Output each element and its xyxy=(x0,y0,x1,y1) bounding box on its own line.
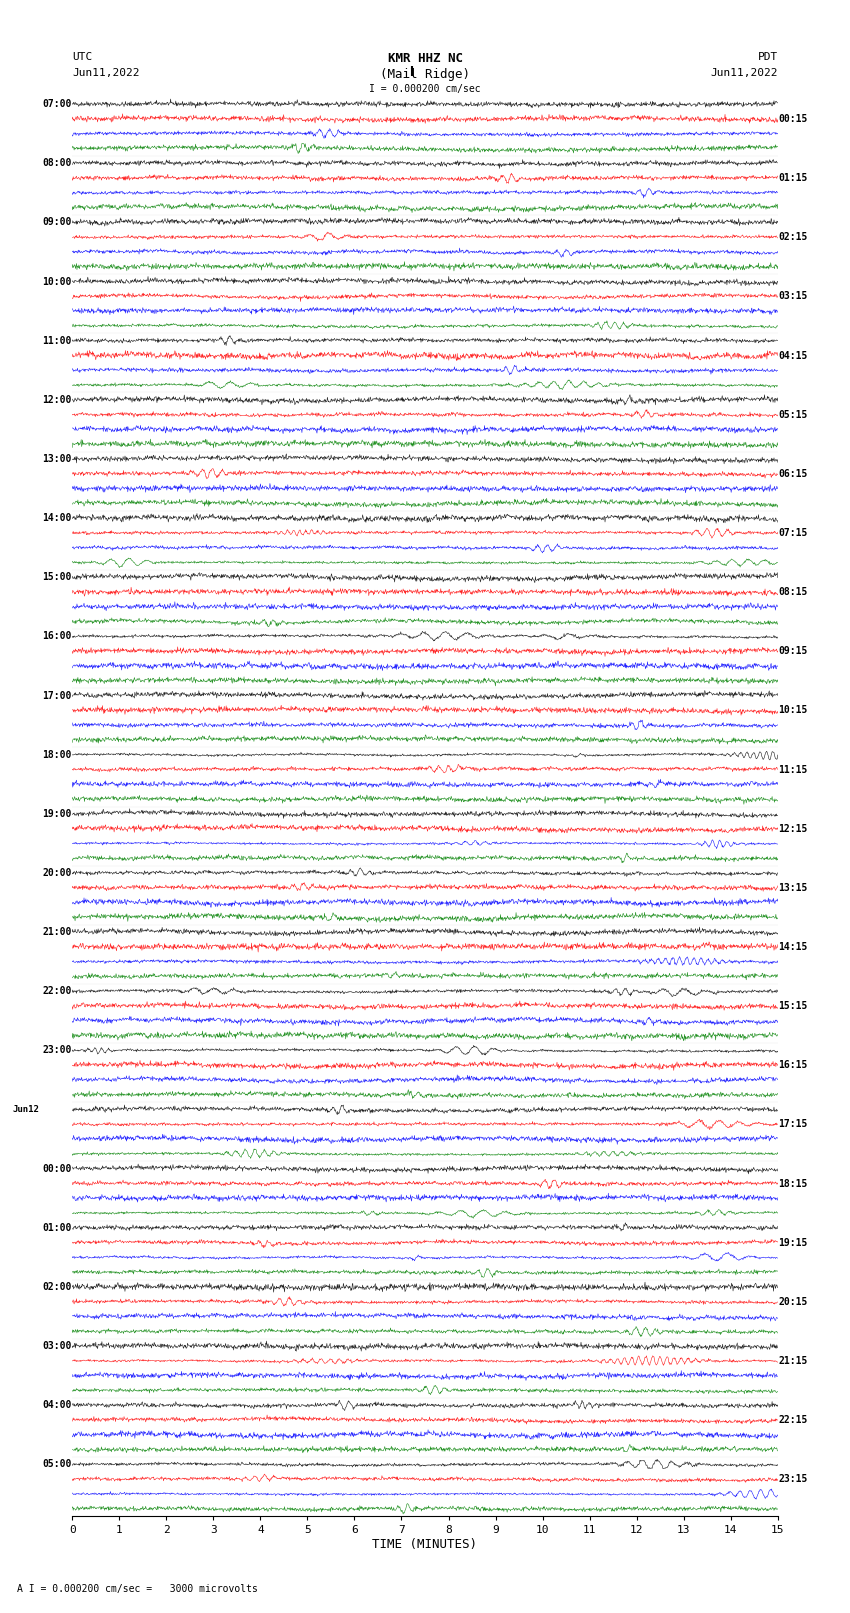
Text: 19:00: 19:00 xyxy=(42,808,71,819)
Text: 05:15: 05:15 xyxy=(779,410,808,419)
Text: 16:15: 16:15 xyxy=(779,1060,808,1071)
Text: UTC: UTC xyxy=(72,52,93,61)
Text: (Mail Ridge): (Mail Ridge) xyxy=(380,68,470,81)
Text: 10:00: 10:00 xyxy=(42,276,71,287)
Text: 22:00: 22:00 xyxy=(42,986,71,997)
Text: 04:00: 04:00 xyxy=(42,1400,71,1410)
Text: 18:15: 18:15 xyxy=(779,1179,808,1189)
X-axis label: TIME (MINUTES): TIME (MINUTES) xyxy=(372,1539,478,1552)
Text: 11:15: 11:15 xyxy=(779,765,808,774)
Text: 14:15: 14:15 xyxy=(779,942,808,952)
Text: 04:15: 04:15 xyxy=(779,350,808,361)
Text: 05:00: 05:00 xyxy=(42,1460,71,1469)
Text: 13:15: 13:15 xyxy=(779,882,808,894)
Text: 12:00: 12:00 xyxy=(42,395,71,405)
Text: 23:00: 23:00 xyxy=(42,1045,71,1055)
Text: 21:15: 21:15 xyxy=(779,1357,808,1366)
Text: 16:00: 16:00 xyxy=(42,631,71,642)
Text: 03:00: 03:00 xyxy=(42,1340,71,1352)
Text: 17:00: 17:00 xyxy=(42,690,71,700)
Text: 02:00: 02:00 xyxy=(42,1282,71,1292)
Text: A I = 0.000200 cm/sec =   3000 microvolts: A I = 0.000200 cm/sec = 3000 microvolts xyxy=(17,1584,258,1594)
Text: PDT: PDT xyxy=(757,52,778,61)
Text: 21:00: 21:00 xyxy=(42,927,71,937)
Text: 08:15: 08:15 xyxy=(779,587,808,597)
Text: 00:15: 00:15 xyxy=(779,115,808,124)
Text: 12:15: 12:15 xyxy=(779,824,808,834)
Text: 09:15: 09:15 xyxy=(779,647,808,656)
Text: Jun11,2022: Jun11,2022 xyxy=(72,68,139,77)
Text: 11:00: 11:00 xyxy=(42,336,71,345)
Text: 18:00: 18:00 xyxy=(42,750,71,760)
Text: Jun11,2022: Jun11,2022 xyxy=(711,68,778,77)
Text: 17:15: 17:15 xyxy=(779,1119,808,1129)
Text: Jun12: Jun12 xyxy=(12,1105,39,1115)
Text: 13:00: 13:00 xyxy=(42,453,71,465)
Text: KMR HHZ NC: KMR HHZ NC xyxy=(388,52,462,65)
Text: 22:15: 22:15 xyxy=(779,1415,808,1426)
Text: 20:00: 20:00 xyxy=(42,868,71,877)
Text: 06:15: 06:15 xyxy=(779,469,808,479)
Text: 15:00: 15:00 xyxy=(42,573,71,582)
Text: 02:15: 02:15 xyxy=(779,232,808,242)
Text: 23:15: 23:15 xyxy=(779,1474,808,1484)
Text: 07:00: 07:00 xyxy=(42,98,71,110)
Text: 01:00: 01:00 xyxy=(42,1223,71,1232)
Text: 08:00: 08:00 xyxy=(42,158,71,168)
Text: 07:15: 07:15 xyxy=(779,527,808,539)
Text: 01:15: 01:15 xyxy=(779,173,808,184)
Text: 03:15: 03:15 xyxy=(779,292,808,302)
Text: 20:15: 20:15 xyxy=(779,1297,808,1307)
Text: 09:00: 09:00 xyxy=(42,218,71,227)
Text: 10:15: 10:15 xyxy=(779,705,808,716)
Text: 14:00: 14:00 xyxy=(42,513,71,523)
Text: 19:15: 19:15 xyxy=(779,1237,808,1248)
Text: 15:15: 15:15 xyxy=(779,1002,808,1011)
Text: 00:00: 00:00 xyxy=(42,1163,71,1174)
Text: I = 0.000200 cm/sec: I = 0.000200 cm/sec xyxy=(369,84,481,94)
